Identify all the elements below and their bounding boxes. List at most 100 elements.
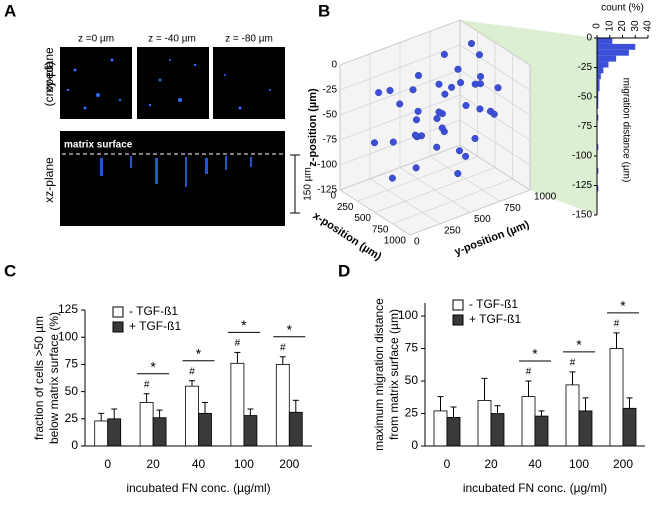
x-axis-label: incubated FN conc. (µg/ml): [126, 481, 270, 495]
bar: [597, 144, 599, 151]
point: [454, 65, 462, 73]
grid-line: [339, 144, 531, 191]
y-axis-label: from matrix surface (µm): [387, 309, 401, 440]
cells: [100, 156, 252, 187]
point: [462, 152, 470, 160]
point: [456, 147, 464, 155]
axis: [84, 310, 312, 447]
point: [433, 143, 441, 151]
y-tick-label: 75: [65, 357, 79, 371]
x-tick-label: 750: [372, 224, 389, 235]
panel-label: C: [4, 261, 16, 280]
point: [375, 89, 383, 97]
point: [388, 174, 396, 182]
micrograph: [137, 47, 209, 119]
significance-hash: #: [144, 379, 150, 390]
point: [468, 40, 476, 48]
bar: [275, 363, 290, 447]
micrograph: [60, 131, 285, 226]
legend-swatch: [452, 314, 464, 326]
y-tick-label: 0: [414, 237, 420, 248]
x-axis-label: x-position (µm): [311, 210, 384, 263]
significance-hash: #: [189, 366, 195, 377]
z-tick-label: -100: [317, 160, 337, 171]
bar: [433, 410, 448, 447]
panel-label: D: [338, 261, 350, 280]
x-tick-label: 20: [484, 457, 498, 471]
point: [462, 101, 470, 109]
x-tick-label: 100: [234, 457, 254, 471]
point: [386, 86, 394, 94]
point: [476, 51, 484, 59]
significance-hash: #: [570, 358, 576, 369]
z-label: z = -80 µm: [225, 34, 273, 45]
y-tick-label: 1000: [534, 192, 557, 203]
significance-hash: #: [280, 342, 286, 353]
x-tick-label: 40: [528, 457, 542, 471]
point: [415, 71, 423, 79]
y-tick-label: 100: [58, 329, 78, 343]
significance-star: *: [241, 317, 247, 333]
point: [414, 107, 422, 115]
axis: [424, 303, 645, 447]
z-axis-label: z-position (µm): [307, 88, 319, 167]
micrograph: [213, 47, 285, 119]
bar: [597, 67, 604, 74]
significance-star: *: [287, 321, 293, 337]
point: [476, 105, 484, 113]
bar: [139, 402, 154, 447]
x-tick-label: 10: [604, 20, 615, 32]
bar: [597, 61, 609, 68]
panel-label: B: [318, 1, 330, 20]
x-tick-label: 0: [330, 191, 336, 202]
bar: [597, 102, 599, 109]
bar: [597, 114, 599, 121]
point: [476, 80, 484, 88]
y-tick-label: 25: [405, 406, 419, 420]
y-tick-label: 0: [71, 438, 78, 452]
x-tick-label: 1000: [384, 236, 407, 247]
x-axis-label: incubated FN conc. (µg/ml): [463, 481, 607, 495]
x-tick-label: 20: [617, 20, 628, 32]
row-label: (croped): [42, 62, 56, 107]
bar: [597, 49, 629, 56]
z-label: z =0 µm: [78, 34, 114, 45]
point: [457, 79, 465, 87]
x-tick-label: 0: [444, 457, 451, 471]
z-tick-label: 0: [331, 60, 337, 71]
panel-label: A: [4, 1, 16, 20]
x-tick-label: 20: [146, 457, 160, 471]
bar: [534, 415, 549, 447]
y-tick-label: -125: [572, 180, 592, 191]
y-axis-label: fraction of cells >50 µm: [32, 316, 46, 440]
x-tick-label: 250: [337, 202, 354, 213]
significance-hash: #: [614, 319, 620, 330]
significance-hash: #: [526, 367, 532, 378]
z-tick-label: -75: [323, 135, 338, 146]
x-tick-label: 100: [569, 457, 589, 471]
bar: [565, 384, 580, 447]
point: [389, 138, 397, 146]
x-tick-label: 0: [104, 457, 111, 471]
bar: [243, 415, 258, 447]
row-label: xy-plane: [42, 47, 56, 93]
y-tick-label: 50: [405, 373, 419, 387]
x-tick-label: 500: [354, 213, 371, 224]
bar: [94, 420, 109, 447]
bar: [107, 418, 122, 447]
y-axis-label: y-position (µm): [453, 219, 531, 259]
bar: [477, 400, 492, 447]
point: [409, 86, 417, 94]
scale-bar: [290, 154, 300, 214]
point: [454, 170, 462, 178]
axis: [596, 37, 648, 215]
significance-star: *: [196, 345, 202, 361]
z-tick-label: -25: [323, 85, 338, 96]
z-tick-label: -125: [317, 185, 337, 196]
point: [411, 131, 419, 139]
point: [412, 164, 420, 172]
x-tick-label: 40: [192, 457, 206, 471]
micrograph: [60, 47, 132, 119]
x-tick-label: 40: [643, 20, 654, 32]
